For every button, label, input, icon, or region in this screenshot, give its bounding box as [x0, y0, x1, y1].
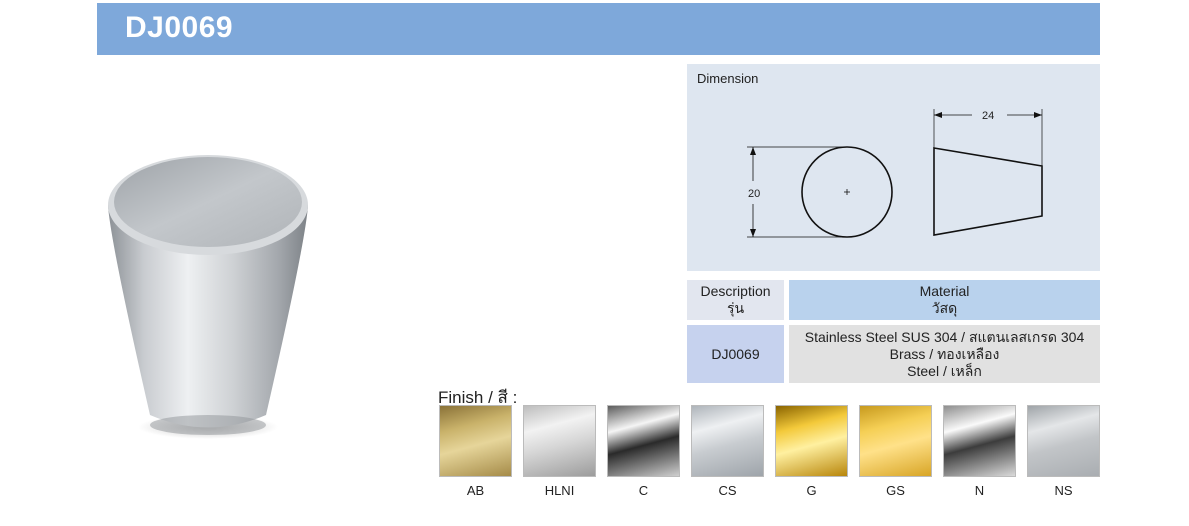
description-header: Description รุ่น: [687, 280, 784, 320]
width-dimension-value: 24: [982, 110, 994, 122]
finish-swatch-n: [943, 405, 1016, 477]
side-view-profile: [933, 147, 1043, 236]
model-cell: DJ0069: [687, 325, 784, 383]
finish-code-label: NS: [1054, 483, 1073, 498]
dimension-label: Dimension: [697, 71, 759, 86]
dimension-panel: Dimension 20 24: [687, 64, 1100, 271]
description-header-en: Description: [700, 283, 771, 299]
product-title: DJ0069: [125, 11, 234, 44]
finish-code-label: HLNI: [544, 483, 575, 498]
finish-label: Finish / สี :: [438, 388, 518, 407]
material-cell: Stainless Steel SUS 304 / สแตนเลสเกรด 30…: [789, 325, 1100, 383]
finish-swatch-gs: [859, 405, 932, 477]
finish-code-label: G: [806, 483, 817, 498]
material-item: Steel / เหล็ก: [907, 362, 982, 379]
material-item: Stainless Steel SUS 304 / สแตนเลสเกรด 30…: [804, 328, 1085, 345]
finish-swatch-hlni: [523, 405, 596, 477]
finish-swatch-c: [607, 405, 680, 477]
finish-swatch-ns: [1027, 405, 1100, 477]
finish-code-label: N: [974, 483, 985, 498]
dimension-drawing: 20 24: [747, 109, 1043, 238]
model-value: DJ0069: [711, 345, 760, 362]
finish-code-label: C: [638, 483, 649, 498]
material-header-en: Material: [919, 283, 970, 299]
material-header-th: วัสดุ: [931, 300, 958, 316]
height-dimension-value: 20: [748, 188, 760, 200]
finish-code-label: GS: [886, 483, 905, 498]
finish-code-label: AB: [466, 483, 485, 498]
material-item: Brass / ทองเหลือง: [889, 345, 1000, 362]
finish-swatch-cs: [691, 405, 764, 477]
finish-swatch-ab: [439, 405, 512, 477]
finish-code-label: CS: [718, 483, 737, 498]
material-header: Material วัสดุ: [789, 280, 1100, 320]
header-bar: DJ0069: [97, 3, 1100, 55]
finish-swatch-g: [775, 405, 848, 477]
description-header-th: รุ่น: [726, 300, 745, 316]
product-photo-knob: [108, 155, 308, 439]
